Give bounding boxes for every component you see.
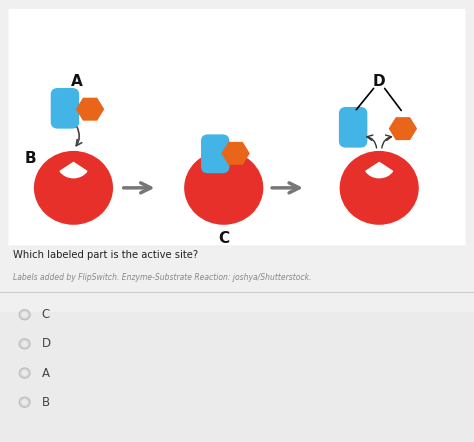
Bar [0, 312, 474, 442]
Circle shape [22, 312, 27, 317]
Text: Labels added by FlipSwitch. Enzyme-Substrate Reaction: joshya/Shutterstock.: Labels added by FlipSwitch. Enzyme-Subst… [13, 273, 311, 282]
Text: D: D [373, 74, 385, 89]
Circle shape [19, 309, 30, 320]
Text: B: B [42, 396, 50, 409]
Text: Which labeled part is the active site?: Which labeled part is the active site? [13, 251, 199, 260]
Polygon shape [76, 98, 104, 121]
Text: C: C [42, 308, 50, 321]
Circle shape [19, 368, 30, 378]
Wedge shape [60, 163, 87, 178]
Text: D: D [42, 337, 51, 351]
Text: A: A [72, 74, 83, 89]
Circle shape [340, 152, 418, 224]
Text: A: A [42, 366, 50, 380]
Circle shape [22, 370, 27, 376]
FancyBboxPatch shape [201, 134, 229, 173]
FancyBboxPatch shape [339, 107, 367, 148]
Wedge shape [366, 163, 392, 178]
Polygon shape [221, 142, 250, 165]
Circle shape [35, 152, 112, 224]
Text: C: C [218, 231, 229, 246]
FancyBboxPatch shape [9, 9, 465, 245]
Circle shape [19, 397, 30, 408]
Circle shape [185, 152, 263, 224]
Polygon shape [389, 117, 417, 140]
FancyBboxPatch shape [51, 88, 79, 129]
Circle shape [22, 400, 27, 405]
Text: B: B [25, 151, 36, 166]
Circle shape [22, 341, 27, 347]
Circle shape [19, 339, 30, 349]
